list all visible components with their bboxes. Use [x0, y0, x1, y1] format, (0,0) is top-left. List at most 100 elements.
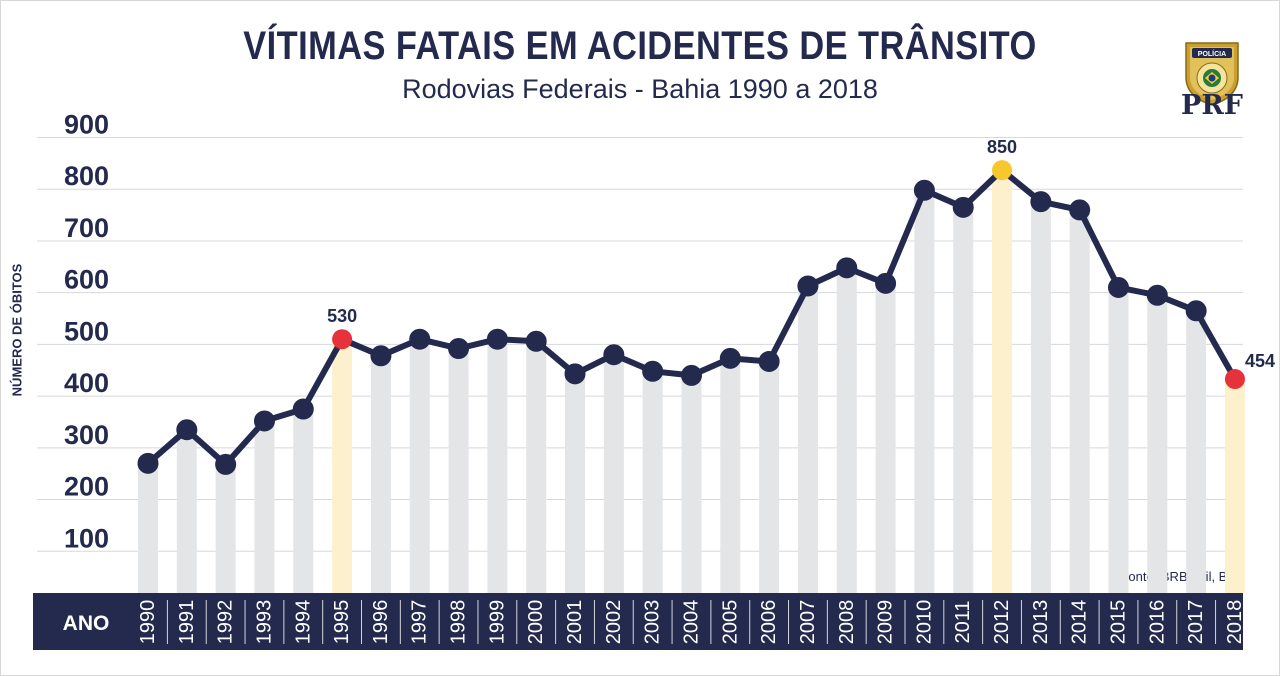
bar-2010 — [914, 190, 935, 593]
x-tick-label: 2005 — [719, 600, 741, 645]
data-label-1995: 530 — [327, 306, 357, 326]
x-tick-label: 1996 — [370, 600, 392, 645]
x-tick-label: 2009 — [875, 600, 897, 645]
bar-2017 — [1186, 310, 1207, 593]
bar-1990 — [138, 463, 158, 593]
prf-logo-text: PRF — [1181, 90, 1243, 121]
x-axis-band — [33, 593, 1243, 650]
point-2005 — [719, 347, 741, 369]
x-tick-label: 2017 — [1185, 600, 1207, 645]
bar-2002 — [603, 354, 624, 593]
y-tick-label: 900 — [64, 110, 109, 140]
x-tick-label: 2018 — [1224, 600, 1246, 645]
point-2003 — [642, 360, 664, 382]
point-1991 — [176, 419, 198, 441]
bar-2001 — [565, 373, 586, 593]
bar-2014 — [1069, 209, 1090, 594]
point-2016 — [1146, 284, 1168, 306]
y-tick-label: 500 — [64, 316, 109, 346]
bar-2012 — [992, 170, 1013, 593]
y-tick-label: 300 — [64, 420, 109, 450]
y-tick-label: 200 — [64, 472, 109, 502]
x-tick-label: 2004 — [680, 600, 702, 645]
point-2017 — [1185, 300, 1207, 322]
chart-subtitle: Rodovias Federais - Bahia 1990 a 2018 — [402, 74, 878, 104]
bar-1998 — [448, 348, 469, 593]
bar-1999 — [487, 339, 508, 593]
bar-2015 — [1108, 287, 1129, 593]
point-2011 — [952, 196, 974, 218]
bar-1992 — [215, 464, 236, 593]
x-tick-label: 2012 — [991, 600, 1013, 645]
chart-title: VÍTIMAS FATAIS EM ACIDENTES DE TRÂNSITO — [243, 24, 1037, 68]
point-2000 — [525, 330, 547, 352]
point-1992 — [215, 453, 237, 475]
point-2018 — [1224, 369, 1245, 390]
bar-2018 — [1224, 379, 1245, 593]
bar-1991 — [176, 429, 197, 593]
point-2002 — [603, 344, 625, 366]
bar-2011 — [953, 207, 974, 594]
bar-2005 — [720, 358, 741, 593]
point-1990 — [137, 452, 159, 474]
bar-1997 — [409, 339, 430, 593]
bar-2000 — [526, 341, 547, 593]
point-2012 — [992, 160, 1013, 181]
bar-layer — [138, 170, 1245, 594]
point-2008 — [836, 257, 858, 279]
point-1996 — [370, 345, 392, 367]
point-2006 — [758, 350, 780, 372]
point-2010 — [913, 179, 935, 201]
point-2004 — [680, 364, 702, 386]
bar-1994 — [293, 409, 314, 593]
bar-1993 — [254, 420, 275, 593]
bar-2003 — [642, 371, 663, 593]
x-tick-label: 1993 — [253, 600, 275, 645]
bar-2006 — [759, 361, 780, 593]
point-2009 — [875, 272, 897, 294]
y-tick-label: 400 — [64, 368, 109, 398]
x-tick-label: 2007 — [797, 600, 819, 645]
x-tick-label: 1991 — [176, 600, 198, 645]
bar-2007 — [797, 285, 818, 593]
point-1998 — [448, 338, 470, 360]
x-tick-label: 1997 — [409, 600, 431, 645]
x-tick-label: 2014 — [1069, 600, 1091, 645]
y-tick-label: 100 — [64, 523, 109, 553]
badge-top-text: POLÍCIA — [1198, 49, 1226, 58]
y-tick-label: 800 — [64, 161, 109, 191]
x-tick-label: 2000 — [525, 600, 547, 645]
data-label-2018: 454 — [1245, 351, 1275, 371]
y-tick-label: 700 — [64, 213, 109, 243]
grid-layer: 100 200 300 400 500 600 700 800 900 — [37, 110, 1243, 553]
point-1997 — [409, 328, 431, 350]
axis-layer: ANO 1990 1991 1992 1993 1994 1995 1996 1997 1998 1… — [33, 593, 1246, 650]
point-2014 — [1069, 199, 1091, 221]
x-tick-label: 2006 — [758, 600, 780, 645]
label-layer: 530 850 454 — [327, 137, 1275, 371]
bar-1996 — [370, 355, 391, 593]
bar-2008 — [836, 267, 857, 593]
bar-2004 — [681, 375, 702, 593]
data-label-2012: 850 — [987, 137, 1017, 157]
bar-2016 — [1147, 295, 1168, 593]
prf-badge-icon: POLÍCIA — [1185, 42, 1239, 106]
bar-2009 — [875, 283, 896, 593]
point-2013 — [1030, 191, 1052, 213]
x-tick-label: 2013 — [1030, 600, 1052, 645]
bar-1995 — [332, 339, 353, 593]
point-1995 — [332, 329, 353, 350]
x-tick-label: 1995 — [331, 600, 353, 645]
point-2015 — [1108, 277, 1129, 299]
point-1999 — [486, 328, 508, 350]
x-tick-label: 2015 — [1108, 600, 1130, 645]
bar-2013 — [1030, 201, 1051, 593]
x-tick-label: 2016 — [1146, 600, 1168, 645]
point-2001 — [564, 363, 586, 385]
y-tick-label: 600 — [64, 265, 109, 295]
x-axis-label: ANO — [63, 612, 110, 635]
x-tick-label: 1994 — [292, 600, 314, 645]
x-tick-label: 1999 — [486, 600, 508, 645]
x-tick-label: 1992 — [215, 600, 237, 645]
